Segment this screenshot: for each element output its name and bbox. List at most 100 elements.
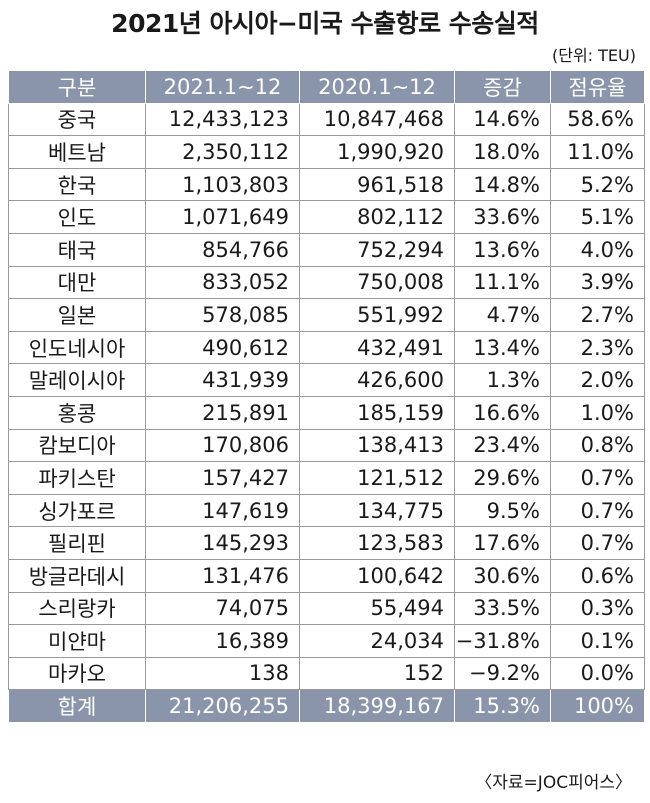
share-cell: 3.9% bbox=[550, 265, 645, 300]
country-cell: 방글라데시 bbox=[8, 558, 146, 593]
total-2021: 21,206,255 bbox=[145, 689, 300, 723]
value-2021-cell: 145,293 bbox=[145, 526, 300, 560]
change-cell: 33.5% bbox=[454, 591, 551, 626]
value-2021-cell: 578,085 bbox=[145, 298, 300, 332]
value-2021-cell: 16,389 bbox=[145, 624, 300, 658]
country-cell: 필리핀 bbox=[8, 526, 146, 560]
source-note: 〈자료=JOC피어스〉 bbox=[475, 773, 632, 793]
share-cell: 5.2% bbox=[550, 167, 645, 202]
value-2020-cell: 134,775 bbox=[299, 493, 455, 528]
unit-label: (단위: TEU) bbox=[552, 46, 636, 65]
country-cell: 인도 bbox=[8, 200, 146, 234]
total-share: 100% bbox=[550, 689, 645, 723]
change-cell: 11.1% bbox=[454, 265, 551, 300]
total-label: 합계 bbox=[8, 689, 146, 723]
value-2020-cell: 426,600 bbox=[299, 363, 455, 397]
table-row: 마카오 138 152 −9.2% 0.0% bbox=[8, 656, 645, 691]
share-cell: 2.3% bbox=[550, 330, 645, 365]
change-cell: −31.8% bbox=[454, 624, 551, 658]
share-cell: 0.7% bbox=[550, 493, 645, 528]
value-2021-cell: 215,891 bbox=[145, 395, 300, 430]
share-cell: 0.6% bbox=[550, 558, 645, 593]
value-2020-cell: 55,494 bbox=[299, 591, 455, 626]
value-2021-cell: 431,939 bbox=[145, 363, 300, 397]
change-cell: 17.6% bbox=[454, 526, 551, 560]
country-cell: 미얀마 bbox=[8, 624, 146, 658]
change-cell: 16.6% bbox=[454, 395, 551, 430]
country-cell: 파키스탄 bbox=[8, 461, 146, 495]
table-row: 중국 12,433,123 10,847,468 14.6% 58.6% bbox=[8, 102, 645, 137]
share-cell: 0.1% bbox=[550, 624, 645, 658]
table-row: 말레이시아 431,939 426,600 1.3% 2.0% bbox=[8, 363, 645, 397]
country-cell: 인도네시아 bbox=[8, 330, 146, 365]
value-2020-cell: 138,413 bbox=[299, 428, 455, 463]
value-2021-cell: 854,766 bbox=[145, 232, 300, 267]
value-2021-cell: 131,476 bbox=[145, 558, 300, 593]
table-row: 한국 1,103,803 961,518 14.8% 5.2% bbox=[8, 167, 645, 202]
share-cell: 1.0% bbox=[550, 395, 645, 430]
change-cell: 13.6% bbox=[454, 232, 551, 267]
share-cell: 0.3% bbox=[550, 591, 645, 626]
value-2021-cell: 74,075 bbox=[145, 591, 300, 626]
value-2020-cell: 185,159 bbox=[299, 395, 455, 430]
value-2021-cell: 157,427 bbox=[145, 461, 300, 495]
table-row: 싱가포르 147,619 134,775 9.5% 0.7% bbox=[8, 493, 645, 528]
table-row: 스리랑카 74,075 55,494 33.5% 0.3% bbox=[8, 591, 645, 626]
country-cell: 마카오 bbox=[8, 656, 146, 691]
share-cell: 2.0% bbox=[550, 363, 645, 397]
value-2020-cell: 752,294 bbox=[299, 232, 455, 267]
change-cell: 18.0% bbox=[454, 135, 551, 169]
table-header-row: 구분 2021.1∼12 2020.1∼12 증감 점유율 bbox=[8, 70, 645, 104]
share-cell: 0.7% bbox=[550, 526, 645, 560]
country-cell: 일본 bbox=[8, 298, 146, 332]
shipping-volume-table: 구분 2021.1∼12 2020.1∼12 증감 점유율 중국 12,433,1… bbox=[8, 70, 645, 723]
table-row: 대만 833,052 750,008 11.1% 3.9% bbox=[8, 265, 645, 300]
value-2021-cell: 1,071,649 bbox=[145, 200, 300, 234]
change-cell: 33.6% bbox=[454, 200, 551, 234]
value-2020-cell: 432,491 bbox=[299, 330, 455, 365]
country-cell: 말레이시아 bbox=[8, 363, 146, 397]
value-2021-cell: 833,052 bbox=[145, 265, 300, 300]
value-2021-cell: 138 bbox=[145, 656, 300, 691]
table-row: 일본 578,085 551,992 4.7% 2.7% bbox=[8, 298, 645, 332]
page-title: 2021년 아시아−미국 수출항로 수송실적 bbox=[111, 9, 539, 38]
share-cell: 2.7% bbox=[550, 298, 645, 332]
share-cell: 11.0% bbox=[550, 135, 645, 169]
table-row: 베트남 2,350,112 1,990,920 18.0% 11.0% bbox=[8, 135, 645, 169]
value-2020-cell: 750,008 bbox=[299, 265, 455, 300]
value-2021-cell: 147,619 bbox=[145, 493, 300, 528]
change-cell: 14.8% bbox=[454, 167, 551, 202]
table-row: 홍콩 215,891 185,159 16.6% 1.0% bbox=[8, 395, 645, 430]
total-2020: 18,399,167 bbox=[299, 689, 455, 723]
country-cell: 캄보디아 bbox=[8, 428, 146, 463]
share-cell: 5.1% bbox=[550, 200, 645, 234]
table-row: 방글라데시 131,476 100,642 30.6% 0.6% bbox=[8, 558, 645, 593]
table-row: 필리핀 145,293 123,583 17.6% 0.7% bbox=[8, 526, 645, 560]
change-cell: 4.7% bbox=[454, 298, 551, 332]
country-cell: 베트남 bbox=[8, 135, 146, 169]
value-2021-cell: 170,806 bbox=[145, 428, 300, 463]
value-2020-cell: 24,034 bbox=[299, 624, 455, 658]
value-2020-cell: 551,992 bbox=[299, 298, 455, 332]
country-cell: 대만 bbox=[8, 265, 146, 300]
header-share: 점유율 bbox=[550, 70, 645, 104]
value-2020-cell: 121,512 bbox=[299, 461, 455, 495]
total-change: 15.3% bbox=[454, 689, 551, 723]
value-2021-cell: 490,612 bbox=[145, 330, 300, 365]
change-cell: 30.6% bbox=[454, 558, 551, 593]
value-2020-cell: 10,847,468 bbox=[299, 102, 455, 137]
country-cell: 싱가포르 bbox=[8, 493, 146, 528]
change-cell: 14.6% bbox=[454, 102, 551, 137]
country-cell: 스리랑카 bbox=[8, 591, 146, 626]
share-cell: 0.7% bbox=[550, 461, 645, 495]
country-cell: 홍콩 bbox=[8, 395, 146, 430]
share-cell: 0.8% bbox=[550, 428, 645, 463]
table-row: 태국 854,766 752,294 13.6% 4.0% bbox=[8, 232, 645, 267]
change-cell: 29.6% bbox=[454, 461, 551, 495]
table-row: 파키스탄 157,427 121,512 29.6% 0.7% bbox=[8, 461, 645, 495]
header-2020: 2020.1∼12 bbox=[299, 70, 455, 104]
change-cell: 1.3% bbox=[454, 363, 551, 397]
change-cell: 23.4% bbox=[454, 428, 551, 463]
table-body: 중국 12,433,123 10,847,468 14.6% 58.6% 베트남 2,350… bbox=[8, 102, 645, 691]
share-cell: 0.0% bbox=[550, 656, 645, 691]
